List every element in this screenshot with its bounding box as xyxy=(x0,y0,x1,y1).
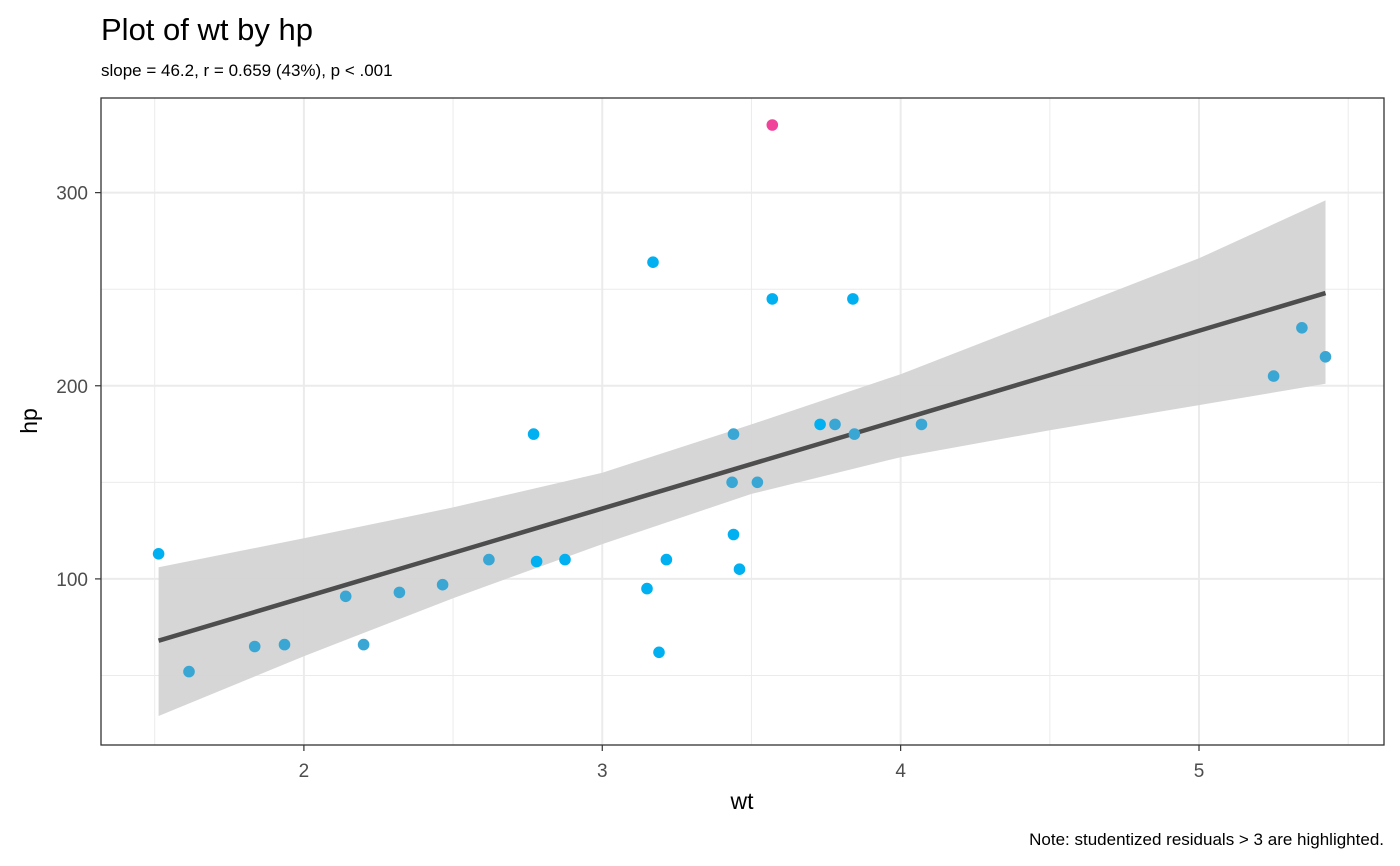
data-point xyxy=(1267,370,1280,382)
x-axis-title: wt xyxy=(730,788,755,814)
data-point xyxy=(733,563,746,575)
data-point xyxy=(436,578,449,591)
data-point xyxy=(814,418,826,431)
data-point xyxy=(483,553,495,566)
plot-area xyxy=(100,97,1385,746)
data-point xyxy=(647,256,659,269)
data-point xyxy=(1319,351,1332,363)
data-point xyxy=(829,418,841,431)
y-tick-label: 300 xyxy=(56,184,88,205)
data-point xyxy=(660,553,673,566)
y-tick-label: 200 xyxy=(56,377,88,398)
confidence-band-layer xyxy=(158,200,1326,716)
data-point xyxy=(766,293,779,305)
data-point xyxy=(278,638,291,651)
highlighted-point xyxy=(766,119,779,131)
x-tick-label: 5 xyxy=(1194,761,1205,782)
data-point xyxy=(727,428,740,440)
chart-caption: Note: studentized residuals > 3 are high… xyxy=(1029,830,1384,849)
y-axis: 100 200 300 xyxy=(56,184,101,591)
points-layer xyxy=(152,119,1332,678)
x-axis: 2 3 4 5 xyxy=(299,745,1205,782)
data-point xyxy=(641,582,653,595)
data-point xyxy=(726,476,738,489)
x-tick-label: 2 xyxy=(299,761,310,782)
data-point xyxy=(848,428,861,440)
panel-border xyxy=(100,97,1385,746)
x-tick-label: 4 xyxy=(895,761,906,782)
fit-line xyxy=(157,290,1327,643)
data-point xyxy=(559,553,571,566)
data-point xyxy=(653,646,665,659)
chart-subtitle: slope = 46.2, r = 0.659 (43%), p < .001 xyxy=(101,61,393,80)
chart-title: Plot of wt by hp xyxy=(101,12,313,47)
fit-line-layer xyxy=(157,290,1327,643)
data-point xyxy=(527,428,540,440)
y-axis-title: hp xyxy=(16,408,42,434)
data-point xyxy=(751,476,764,489)
data-point xyxy=(152,548,165,560)
data-point xyxy=(357,638,370,651)
data-point xyxy=(339,590,352,603)
data-point xyxy=(393,586,406,599)
data-point xyxy=(847,293,859,305)
y-tick-label: 100 xyxy=(56,570,88,591)
confidence-band xyxy=(158,200,1326,716)
data-point xyxy=(248,640,261,653)
data-point xyxy=(727,528,740,541)
data-point xyxy=(1296,322,1308,334)
data-point xyxy=(530,555,543,568)
data-point xyxy=(915,418,928,431)
x-tick-label: 3 xyxy=(597,761,608,782)
data-point xyxy=(183,665,195,678)
